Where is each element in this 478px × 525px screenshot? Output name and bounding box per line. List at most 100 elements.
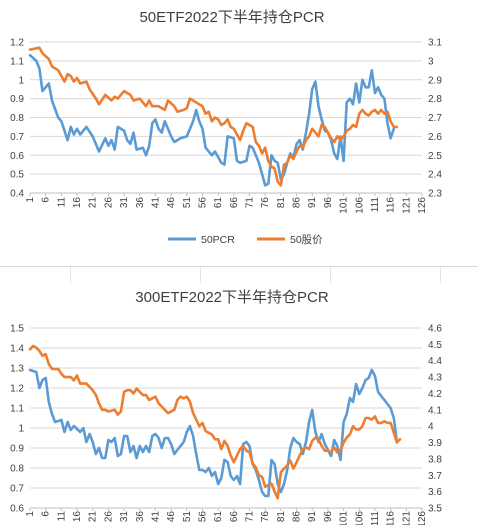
y-left-tick-label: 1.5 — [10, 324, 24, 335]
x-tick-label: 21 — [88, 511, 99, 523]
x-tick-label: 6 — [41, 511, 52, 517]
y-left-tick-label: 0.4 — [10, 189, 24, 200]
y-right-tick-label: 2.6 — [428, 132, 442, 143]
x-tick-label: 61 — [213, 511, 224, 523]
y-right-tick-label: 2.3 — [428, 189, 442, 200]
x-tick-label: 76 — [260, 511, 271, 523]
y-right-tick-label: 3 — [428, 56, 434, 67]
y-right-tick-label: 3.9 — [428, 438, 442, 449]
y-left-tick-label: 0.8 — [10, 113, 24, 124]
x-tick-label: 81 — [276, 511, 287, 523]
x-tick-label: 56 — [197, 511, 208, 523]
x-tick-label: 31 — [119, 511, 130, 523]
y-right-tick-label: 2.4 — [428, 170, 442, 181]
x-tick-label: 46 — [166, 511, 177, 523]
y-right-tick-label: 2.8 — [428, 94, 442, 105]
x-tick-label: 11 — [56, 197, 67, 208]
x-tick-label: 116 — [386, 197, 397, 213]
y-left-tick-label: 0.9 — [10, 444, 24, 455]
chart-panel-300etf: 300ETF2022下半年持仓PCR 0.6 0.7 0.8 0.9 1 1.1 1.2 1.3… — [0, 284, 478, 525]
y-left-tick-label: 1.1 — [10, 56, 24, 67]
y-right-tick-label: 3.7 — [428, 471, 442, 482]
y-right-tick-label: 2.5 — [428, 151, 442, 162]
x-tick-label: 111 — [370, 197, 381, 213]
y-right-tick-label: 3.1 — [428, 38, 442, 49]
y-left-tick-label: 1.2 — [10, 38, 24, 49]
x-tick-label: 116 — [386, 511, 397, 525]
x-tick-label: 46 — [166, 197, 177, 209]
legend-label: 50PCR — [201, 234, 235, 246]
y-left-tick-label: 0.5 — [10, 170, 24, 181]
series-pcr-line — [28, 53, 396, 187]
y-right-tick-label: 4.3 — [428, 373, 442, 384]
x-tick-label: 21 — [88, 197, 99, 209]
x-tick-label: 86 — [292, 511, 303, 523]
x-tick-label: 91 — [307, 511, 318, 523]
x-tick-label: 111 — [370, 511, 381, 525]
series-price-line — [28, 46, 399, 187]
y-left-tick-label: 0.8 — [10, 464, 24, 475]
chart-title: 300ETF2022下半年持仓PCR — [135, 289, 329, 306]
x-tick-label: 81 — [276, 197, 287, 209]
sheet-gridlines — [0, 267, 478, 283]
x-tick-label: 101 — [339, 511, 350, 525]
x-tick-label: 96 — [323, 511, 334, 523]
panel-divider — [0, 266, 478, 267]
x-tick-label: 41 — [150, 197, 161, 209]
x-tick-label: 66 — [229, 511, 240, 523]
legend-label: 50股价 — [290, 234, 323, 246]
x-tick-label: 56 — [197, 197, 208, 209]
y-left-tick-label: 0.6 — [10, 151, 24, 162]
y-right-tick-label: 4.1 — [428, 405, 442, 416]
x-tick-label: 106 — [354, 511, 365, 525]
x-tick-label: 126 — [417, 511, 428, 525]
y-right-tick-label: 3.5 — [428, 504, 442, 515]
chart-300etf-pcr: 300ETF2022下半年持仓PCR 0.6 0.7 0.8 0.9 1 1.1 1.2 1.3… — [10, 289, 442, 525]
y-left-tick-label: 0.6 — [10, 504, 24, 515]
y-right-tick-label: 4.6 — [428, 324, 442, 335]
series-price-line — [28, 344, 402, 500]
chart-50etf-pcr: 50ETF2022下半年持仓PCR 0.4 0.5 0.6 0.7 0.8 0.9 1 1.1 1… — [10, 9, 442, 246]
x-tick-label: 66 — [229, 197, 240, 209]
x-tick-label: 86 — [292, 197, 303, 209]
y-left-tick-label: 1.3 — [10, 364, 24, 375]
x-tick-label: 41 — [150, 511, 161, 523]
y-right-tick-label: 4.2 — [428, 389, 442, 400]
x-tick-label: 6 — [41, 197, 52, 203]
x-tick-label: 71 — [245, 197, 256, 209]
x-tick-label: 91 — [307, 197, 318, 209]
y-right-tick-label: 2.9 — [428, 75, 442, 86]
y-left-tick-label: 0.9 — [10, 94, 24, 105]
y-left-tick-label: 1 — [18, 75, 24, 86]
y-right-tick-label: 3.6 — [428, 487, 442, 498]
x-tick-label: 101 — [339, 197, 350, 214]
x-tick-label: 26 — [103, 197, 114, 209]
x-tick-label: 31 — [119, 197, 130, 209]
x-tick-label: 71 — [245, 511, 256, 523]
y-right-tick-label: 4.5 — [428, 340, 442, 351]
x-tick-label: 1 — [25, 197, 36, 203]
x-tick-label: 1 — [25, 511, 36, 517]
series-pcr-line — [28, 368, 399, 498]
x-tick-label: 106 — [354, 197, 365, 214]
x-tick-label: 121 — [401, 511, 412, 525]
x-tick-label: 26 — [103, 511, 114, 523]
x-tick-label: 96 — [323, 197, 334, 209]
x-tick-label: 61 — [213, 197, 224, 209]
x-tick-label: 126 — [417, 197, 428, 214]
y-right-tick-label: 3.8 — [428, 454, 442, 465]
x-tick-label: 16 — [72, 197, 83, 209]
y-left-tick-label: 1.4 — [10, 344, 24, 355]
chart-title: 50ETF2022下半年持仓PCR — [139, 9, 324, 26]
y-left-tick-label: 1 — [18, 424, 24, 435]
y-right-tick-label: 4 — [428, 422, 434, 433]
x-tick-label: 51 — [182, 511, 193, 523]
y-left-tick-label: 0.7 — [10, 132, 24, 143]
chart-panel-50etf: 50ETF2022下半年持仓PCR 0.4 0.5 0.6 0.7 0.8 0.9 1 1.1 1… — [0, 0, 478, 260]
x-tick-label: 121 — [401, 197, 412, 214]
y-left-tick-label: 0.7 — [10, 484, 24, 495]
x-tick-label: 76 — [260, 197, 271, 209]
y-left-tick-label: 1.2 — [10, 384, 24, 395]
x-tick-label: 51 — [182, 197, 193, 209]
y-right-tick-label: 2.7 — [428, 113, 442, 124]
